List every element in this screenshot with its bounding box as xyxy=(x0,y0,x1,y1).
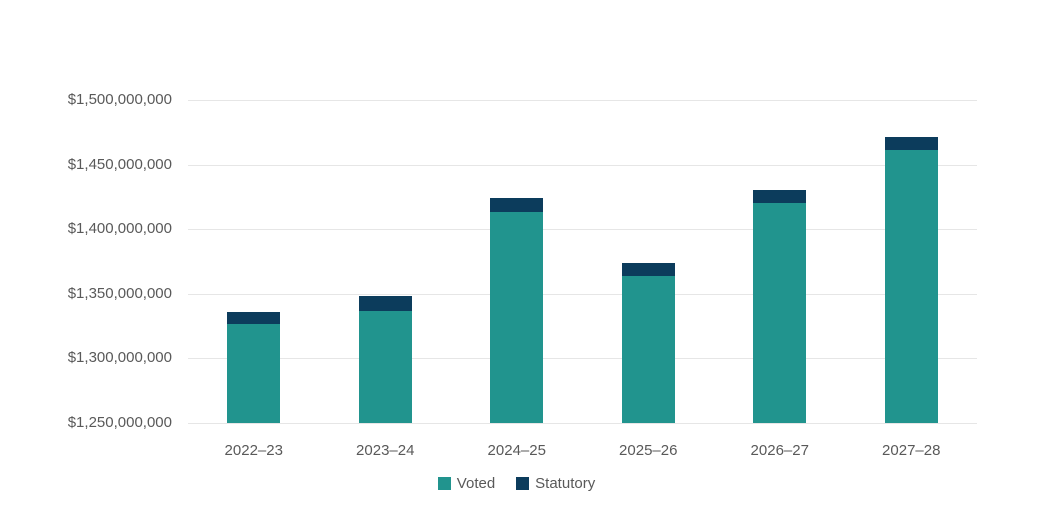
gridline xyxy=(188,358,977,360)
x-tick-label: 2025–26 xyxy=(619,442,678,459)
x-tick-label: 2027–28 xyxy=(882,442,941,459)
legend-item-voted: Voted xyxy=(437,474,496,493)
y-tick-label: $1,300,000,000 xyxy=(67,349,172,367)
bar-segment-voted-2024–25 xyxy=(490,212,544,423)
legend: Voted Statutory xyxy=(0,473,1033,495)
bar-segment-voted-2023–24 xyxy=(358,310,412,423)
gridline xyxy=(188,100,977,101)
y-tick-label: $1,250,000,000 xyxy=(67,414,172,431)
bar-segment-voted-2027–28 xyxy=(884,150,938,423)
x-tick-label: 2024–25 xyxy=(487,442,546,459)
bar-segment-voted-2022–23 xyxy=(227,323,281,423)
gridline xyxy=(188,293,977,295)
bar-segment-statutory-2022–23 xyxy=(227,311,281,324)
bar-segment-statutory-2023–24 xyxy=(358,296,412,311)
bar-segment-voted-2026–27 xyxy=(753,203,807,423)
bar-segment-statutory-2026–27 xyxy=(753,190,807,204)
legend-item-statutory: Statutory xyxy=(516,475,595,493)
y-tick-label: $1,400,000,000 xyxy=(67,220,172,238)
bar-segment-statutory-2027–28 xyxy=(884,137,938,151)
bar-segment-voted-2025–26 xyxy=(621,275,675,423)
gridline xyxy=(188,229,977,231)
y-tick-label: $1,450,000,000 xyxy=(67,155,172,173)
gridline xyxy=(188,164,977,166)
bar-segment-statutory-2025–26 xyxy=(621,262,675,276)
x-tick-label: 2022–23 xyxy=(224,442,283,459)
y-tick-label: $1,500,000,000 xyxy=(67,91,172,108)
gridline xyxy=(188,423,977,424)
legend-swatch-icon xyxy=(437,477,451,490)
bar-segment-statutory-2024–25 xyxy=(490,198,544,213)
legend-label: Statutory xyxy=(535,474,596,492)
legend-swatch-icon xyxy=(516,477,530,490)
y-tick-label: $1,350,000,000 xyxy=(67,284,172,302)
x-tick-label: 2023–24 xyxy=(356,442,415,459)
x-tick-label: 2026–27 xyxy=(750,442,809,459)
legend-label: Voted xyxy=(456,474,496,492)
